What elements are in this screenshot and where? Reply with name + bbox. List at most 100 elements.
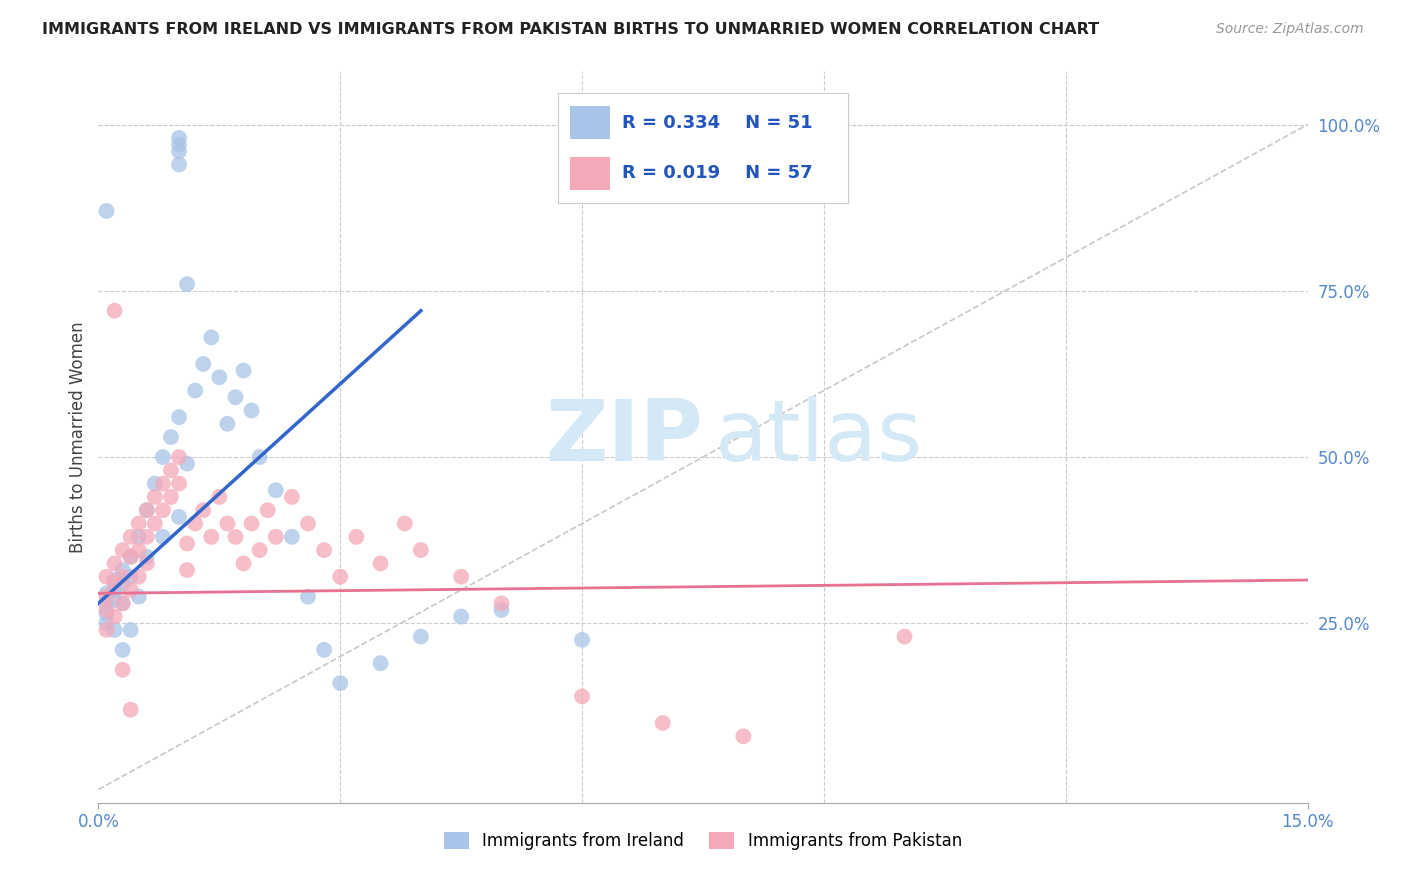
Point <box>232 363 254 377</box>
Point <box>128 570 150 584</box>
Point <box>200 330 222 344</box>
Point <box>135 530 157 544</box>
Point <box>103 609 125 624</box>
Point <box>491 603 513 617</box>
Point <box>370 557 392 571</box>
Point <box>120 623 142 637</box>
Point <box>111 596 134 610</box>
Point <box>103 573 125 587</box>
Point <box>111 596 134 610</box>
Point <box>314 543 336 558</box>
Point <box>96 590 118 604</box>
Point <box>96 570 118 584</box>
Point <box>103 576 125 591</box>
Point <box>167 137 190 152</box>
Point <box>200 530 222 544</box>
Point <box>160 430 183 444</box>
Point <box>152 503 174 517</box>
Point <box>297 516 319 531</box>
Point <box>193 503 215 517</box>
Point <box>167 144 190 158</box>
Point <box>111 570 134 584</box>
Point <box>394 516 416 531</box>
Point <box>120 570 142 584</box>
Point <box>103 593 125 607</box>
Point <box>120 549 142 564</box>
Point <box>103 303 125 318</box>
Point <box>264 483 287 498</box>
Point <box>96 607 118 621</box>
Point <box>152 476 174 491</box>
Point <box>224 530 246 544</box>
Point <box>893 630 915 644</box>
Point <box>167 476 190 491</box>
Point <box>96 204 118 219</box>
Point <box>111 576 134 591</box>
Point <box>314 643 336 657</box>
Point <box>733 729 755 743</box>
Y-axis label: Births to Unmarried Women: Births to Unmarried Women <box>69 321 87 553</box>
Point <box>96 616 118 631</box>
Point <box>160 490 183 504</box>
Point <box>249 450 271 464</box>
Point <box>167 509 190 524</box>
Point <box>96 596 118 610</box>
Point <box>264 530 287 544</box>
Point <box>96 603 118 617</box>
Point <box>120 703 142 717</box>
Point <box>152 530 174 544</box>
Point <box>256 503 278 517</box>
Point <box>651 716 673 731</box>
Point <box>208 490 231 504</box>
Point <box>120 582 142 597</box>
Point <box>143 476 166 491</box>
Text: IMMIGRANTS FROM IRELAND VS IMMIGRANTS FROM PAKISTAN BIRTHS TO UNMARRIED WOMEN CO: IMMIGRANTS FROM IRELAND VS IMMIGRANTS FR… <box>42 22 1099 37</box>
Point <box>240 516 263 531</box>
Point <box>111 563 134 577</box>
Point <box>111 543 134 558</box>
Point <box>240 403 263 417</box>
Point <box>184 516 207 531</box>
Point <box>329 570 352 584</box>
Point <box>409 543 432 558</box>
Point <box>152 450 174 464</box>
Point <box>491 596 513 610</box>
Point <box>128 516 150 531</box>
Point <box>571 632 593 647</box>
Point <box>143 490 166 504</box>
Point <box>281 530 304 544</box>
Point <box>232 557 254 571</box>
Point <box>176 563 198 577</box>
Point <box>208 370 231 384</box>
Point <box>184 384 207 398</box>
Point <box>193 357 215 371</box>
Point <box>176 536 198 550</box>
Point <box>103 623 125 637</box>
Point <box>344 530 367 544</box>
Point <box>409 630 432 644</box>
Point <box>111 663 134 677</box>
Point <box>370 656 392 670</box>
Point <box>128 543 150 558</box>
Point <box>167 450 190 464</box>
Point <box>135 503 157 517</box>
Point <box>176 457 198 471</box>
Point <box>96 586 118 600</box>
Point <box>249 543 271 558</box>
Point <box>217 516 239 531</box>
Point <box>450 570 472 584</box>
Point <box>297 590 319 604</box>
Point <box>143 516 166 531</box>
Point <box>96 623 118 637</box>
Point <box>120 530 142 544</box>
Text: Source: ZipAtlas.com: Source: ZipAtlas.com <box>1216 22 1364 37</box>
Point <box>167 410 190 425</box>
Point <box>217 417 239 431</box>
Text: ZIP: ZIP <box>546 395 703 479</box>
Point <box>135 549 157 564</box>
Point <box>224 390 246 404</box>
Point <box>329 676 352 690</box>
Point <box>103 582 125 597</box>
Legend: Immigrants from Ireland, Immigrants from Pakistan: Immigrants from Ireland, Immigrants from… <box>437 825 969 856</box>
Point <box>160 463 183 477</box>
